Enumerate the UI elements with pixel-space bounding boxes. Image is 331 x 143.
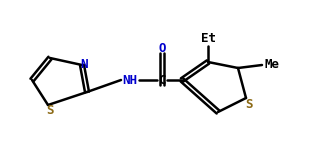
Text: O: O <box>158 41 166 54</box>
Text: S: S <box>245 98 253 111</box>
Text: S: S <box>46 104 54 117</box>
Text: Me: Me <box>264 58 279 72</box>
Text: NH: NH <box>122 74 137 87</box>
Text: Et: Et <box>201 31 215 44</box>
Text: C: C <box>158 74 166 87</box>
Text: N: N <box>80 58 88 72</box>
